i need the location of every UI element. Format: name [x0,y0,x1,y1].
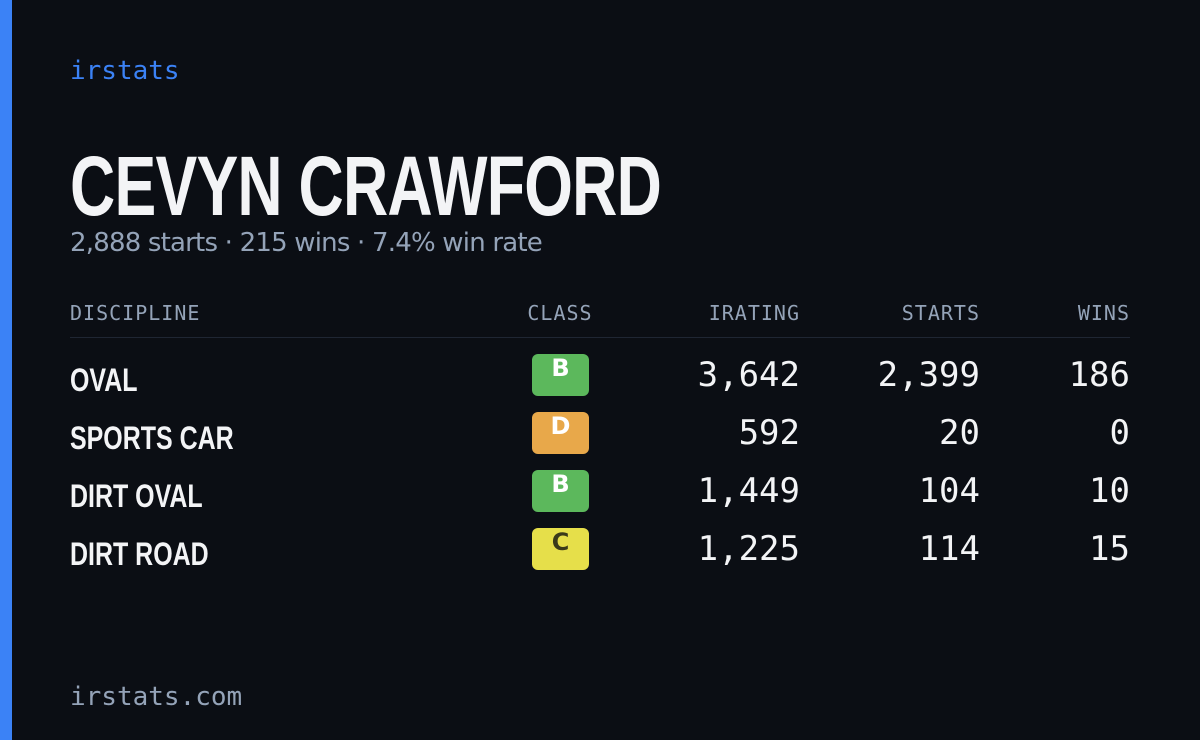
brand: irstats [70,56,180,86]
irating: 3,642 [697,355,800,395]
irating: 592 [738,413,800,453]
class-badge: B [532,354,589,396]
discipline: DIRT ROAD [70,536,209,572]
wins: 10 [1089,471,1130,511]
header-rule [70,337,1130,338]
irating: 1,225 [697,529,800,569]
accent-bar [0,0,12,740]
starts: 114 [918,529,980,569]
column-header: STARTS [901,301,980,325]
class-badge: B [532,470,589,512]
wins: 15 [1089,529,1130,569]
column-header: CLASS [527,301,593,325]
class-badge: C [532,528,589,570]
starts: 20 [939,413,980,453]
discipline: OVAL [70,362,138,398]
column-header: DISCIPLINE [70,301,201,325]
wins: 0 [1109,413,1130,453]
class-badge: D [532,412,589,454]
wins: 186 [1068,355,1130,395]
irating: 1,449 [697,471,800,511]
driver-name: CEVYN CRAWFORD [70,139,662,233]
starts: 104 [918,471,980,511]
starts: 2,399 [877,355,980,395]
discipline: DIRT OVAL [70,478,203,514]
column-header: IRATING [708,301,800,325]
driver-summary: 2,888 starts · 215 wins · 7.4% win rate [70,228,543,258]
column-header: WINS [1077,301,1130,325]
discipline: SPORTS CAR [70,420,234,456]
footer: irstats.com [70,682,243,712]
